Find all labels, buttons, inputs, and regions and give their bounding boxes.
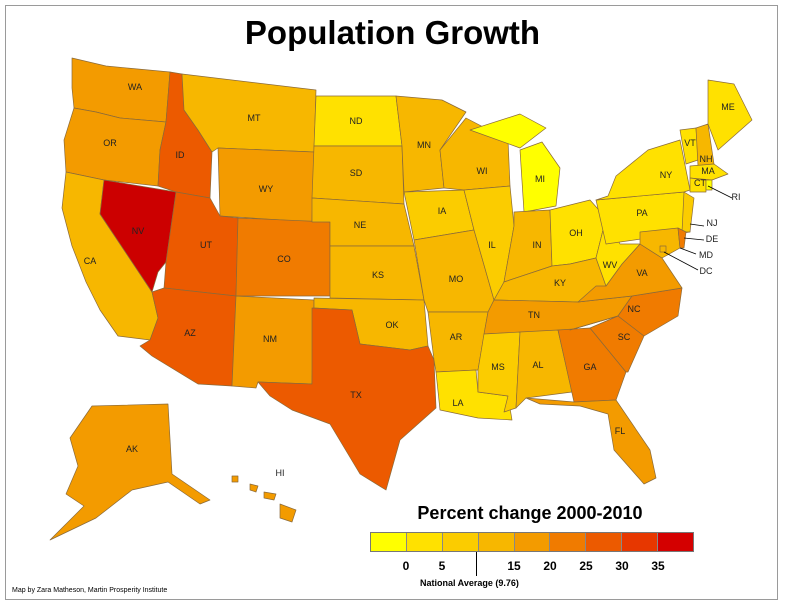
legend-tick-label: 0 (402, 559, 410, 573)
state-sc[interactable] (589, 315, 645, 373)
state-ri[interactable] (705, 179, 713, 191)
legend-color-bar (370, 532, 694, 552)
state-label-mn: MN (417, 140, 431, 150)
state-label-ms: MS (491, 362, 505, 372)
state-label-nj: NJ (707, 218, 718, 228)
state-ny[interactable] (595, 139, 691, 201)
state-dc[interactable] (659, 245, 667, 253)
state-hi[interactable] (231, 475, 297, 523)
state-label-id: ID (176, 150, 186, 160)
legend-swatch (478, 533, 515, 551)
state-nj[interactable] (681, 191, 695, 233)
state-label-or: OR (103, 138, 117, 148)
state-label-ct: CT (694, 178, 706, 188)
legend-tick-label: 15 (507, 559, 521, 573)
map-credit: Map by Zara Matheson, Martin Prosperity … (12, 587, 168, 594)
state-label-ca: CA (84, 256, 97, 266)
legend-title: Percent change 2000-2010 (417, 503, 643, 523)
state-label-hi: HI (276, 468, 285, 478)
state-label-mt: MT (248, 113, 261, 123)
state-label-tx: TX (350, 390, 362, 400)
legend-swatch (586, 533, 623, 551)
state-label-ri: RI (732, 192, 741, 202)
state-label-sc: SC (618, 332, 631, 342)
state-label-mo: MO (449, 274, 464, 284)
map-title: Population Growth (244, 14, 541, 51)
state-label-wa: WA (128, 82, 142, 92)
state-md[interactable] (639, 227, 681, 259)
state-label-pa: PA (636, 208, 647, 218)
state-label-sd: SD (350, 168, 363, 178)
legend-tick-label: 20 (543, 559, 557, 573)
state-label-in: IN (533, 240, 542, 250)
state-label-ut: UT (200, 240, 212, 250)
state-label-wy: WY (259, 184, 274, 194)
state-label-mi: MI (535, 174, 545, 184)
legend-tick-label: 5 (438, 559, 446, 573)
national-average-marker (476, 552, 477, 576)
state-nc[interactable] (569, 287, 683, 337)
state-label-nh: NH (700, 154, 713, 164)
state-label-md: MD (699, 250, 713, 260)
legend-swatch (658, 533, 694, 551)
legend-tick-label: 25 (579, 559, 593, 573)
legend-swatch (514, 533, 551, 551)
state-me[interactable] (707, 79, 753, 151)
state-label-nd: ND (350, 116, 363, 126)
state-label-me: ME (721, 102, 735, 112)
state-label-wv: WV (603, 260, 618, 270)
state-label-co: CO (277, 254, 291, 264)
state-label-de: DE (706, 234, 719, 244)
legend-tick-label: 30 (615, 559, 629, 573)
state-label-il: IL (488, 240, 496, 250)
state-label-ar: AR (450, 332, 463, 342)
state-label-ne: NE (354, 220, 367, 230)
state-label-ia: IA (438, 206, 447, 216)
state-label-al: AL (532, 360, 543, 370)
state-label-dc: DC (700, 266, 713, 276)
legend-swatch (371, 533, 407, 551)
state-al[interactable] (515, 329, 573, 409)
national-average-label: National Average (9.76) (420, 578, 519, 588)
state-ga[interactable] (557, 327, 627, 403)
legend-swatch (550, 533, 587, 551)
state-label-ga: GA (583, 362, 596, 372)
state-label-ky: KY (554, 278, 566, 288)
state-label-va: VA (636, 268, 647, 278)
state-label-az: AZ (184, 328, 196, 338)
state-ma[interactable] (689, 163, 729, 181)
state-ct[interactable] (689, 177, 707, 193)
state-label-wi: WI (477, 166, 488, 176)
state-label-ny: NY (660, 170, 673, 180)
legend-swatch (406, 533, 443, 551)
state-label-tn: TN (528, 310, 540, 320)
state-label-nc: NC (628, 304, 641, 314)
state-label-nv: NV (132, 226, 145, 236)
state-label-fl: FL (615, 426, 626, 436)
legend-tick-label: 35 (651, 559, 665, 573)
legend-swatch (622, 533, 659, 551)
state-ak[interactable] (49, 403, 211, 541)
legend-swatch (442, 533, 479, 551)
state-label-nm: NM (263, 334, 277, 344)
state-label-la: LA (452, 398, 463, 408)
state-label-vt: VT (684, 138, 696, 148)
state-de[interactable] (677, 227, 687, 249)
state-label-oh: OH (569, 228, 583, 238)
state-label-ok: OK (385, 320, 398, 330)
state-mi[interactable] (469, 113, 561, 213)
state-label-ma: MA (701, 166, 715, 176)
state-tx[interactable] (257, 307, 437, 491)
state-label-ak: AK (126, 444, 138, 454)
state-fl[interactable] (525, 397, 657, 485)
state-label-ks: KS (372, 270, 384, 280)
